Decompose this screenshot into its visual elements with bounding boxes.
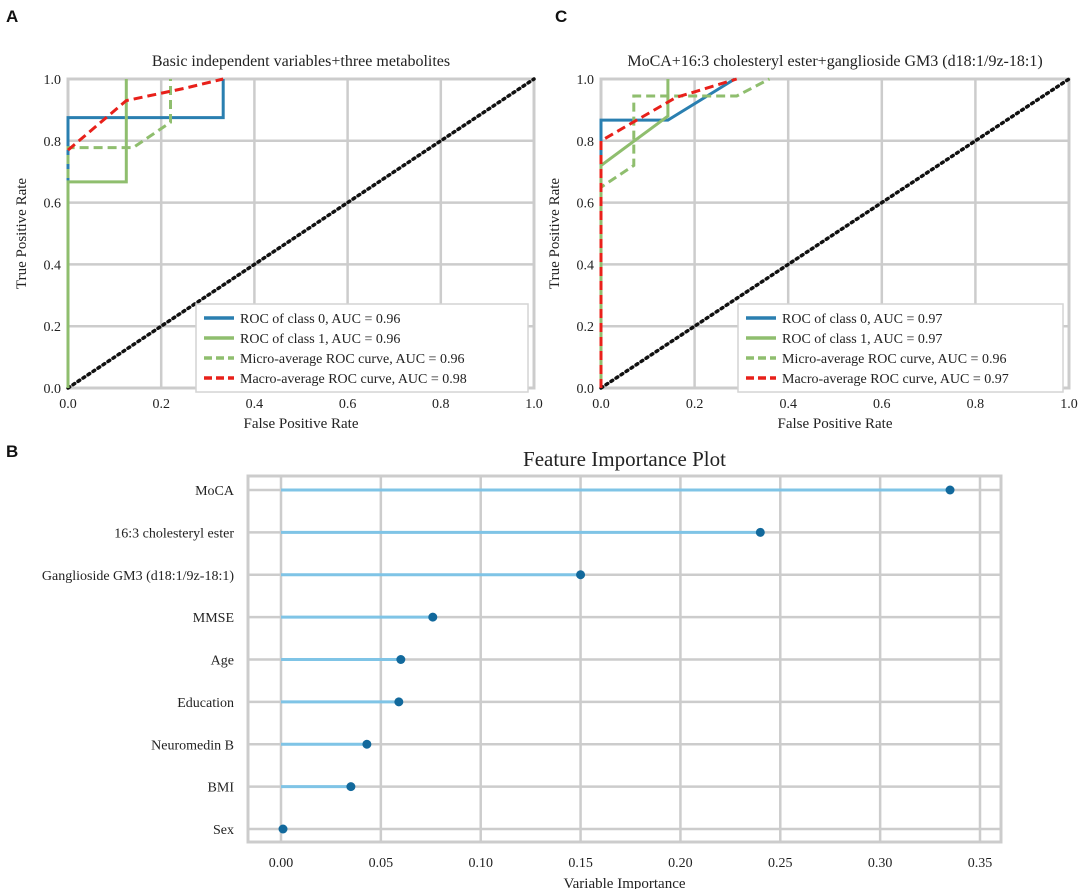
legend-label-3: Macro-average ROC curve, AUC = 0.97 [782,372,1009,387]
y-tick-label: 0.2 [577,320,595,335]
y-tick-label: 0.2 [44,320,62,335]
feature-label-1: 16:3 cholesteryl ester [114,526,234,541]
plot-frame [246,474,1003,844]
legend: ROC of class 0, AUC = 0.96 ROC of class 1… [195,303,529,393]
panel-letter-b: B [6,442,18,461]
chart-title: Basic independent variables+three metabo… [152,53,450,70]
roc-series-line-2 [66,79,172,388]
legend-label-0: ROC of class 0, AUC = 0.97 [782,312,942,327]
x-tick-label: 0.8 [967,397,985,412]
roc-series-line-1 [599,79,670,388]
importance-dot-2 [576,570,586,580]
legend-label-2: Micro-average ROC curve, AUC = 0.96 [782,352,1006,367]
x-tick-label: 0.10 [468,856,493,871]
legend-label-3: Macro-average ROC curve, AUC = 0.98 [240,372,467,387]
x-tick-label: 0.8 [432,397,450,412]
y-axis-label: True Positive Rate [547,178,563,289]
feature-label-3: MMSE [193,611,234,626]
x-axis-label: Variable Importance [563,876,685,889]
y-tick-label: 0.4 [577,258,595,273]
roc-series-line-2 [599,77,771,388]
importance-dot-0 [945,485,955,495]
x-tick-label: 0.4 [246,397,264,412]
y-tick-label: 0.0 [577,382,595,397]
chance-diagonal-line [66,77,536,390]
x-tick-label: 1.0 [1060,397,1078,412]
importance-dot-6 [362,739,372,749]
feature-label-4: Age [211,654,234,669]
y-tick-label: 0.6 [577,197,595,212]
feature-label-8: Sex [213,823,234,838]
y-tick-label: 1.0 [44,73,62,88]
feature-label-2: Ganglioside GM3 (d18:1/9z-18:1) [42,569,234,584]
legend-label-0: ROC of class 0, AUC = 0.96 [240,312,400,327]
panel-letter-a: A [6,7,18,26]
feature-label-0: MoCA [195,484,235,499]
importance-dot-1 [755,527,765,537]
chance-diagonal-line [599,77,1071,390]
importance-dot-5 [394,697,404,707]
x-tick-label: 0.30 [868,856,893,871]
legend-label-2: Micro-average ROC curve, AUC = 0.96 [240,352,464,367]
x-tick-label: 0.6 [339,397,357,412]
panel-letter-c: C [555,7,567,26]
legend-box [737,303,1064,393]
importance-dot-7 [346,782,356,792]
x-tick-label: 0.6 [873,397,891,412]
x-tick-label: 0.05 [369,856,394,871]
x-tick-label: 0.2 [686,397,704,412]
x-tick-label: 0.25 [768,856,793,871]
x-tick-label: 0.4 [779,397,797,412]
x-tick-label: 0.0 [59,397,77,412]
x-tick-label: 0.15 [568,856,593,871]
x-tick-label: 0.2 [152,397,170,412]
importance-dot-8 [278,824,288,834]
y-tick-label: 0.8 [577,135,595,150]
importance-dot-4 [396,655,406,664]
x-tick-label: 0.00 [269,856,294,871]
chart-title: MoCA+16:3 cholesteryl ester+ganglioside … [627,53,1042,70]
roc-series-line-3 [67,77,224,152]
feature-importance-chart: MoCA 16:3 cholesteryl ester Ganglioside GM… [42,447,1003,889]
y-tick-label: 0.4 [44,258,62,273]
roc-series-line-1 [66,79,128,388]
y-tick-label: 0.8 [44,135,62,150]
legend-label-1: ROC of class 1, AUC = 0.97 [782,332,942,347]
feature-label-5: Education [177,696,234,711]
x-tick-label: 0.0 [592,397,610,412]
roc-chart-c: 0.0 0.2 0.4 0.6 0.8 1.0 0.0 0.2 0.4 0.6 0.8 1.0 MoCA… [547,53,1078,432]
y-tick-label: 0.6 [44,197,62,212]
importance-dot-3 [428,612,438,622]
legend: ROC of class 0, AUC = 0.97 ROC of class 1… [737,303,1064,393]
x-axis-label: False Positive Rate [778,416,893,432]
roc-series-line-3 [599,77,738,388]
chart-title: Feature Importance Plot [523,447,726,471]
feature-label-7: BMI [208,781,235,796]
legend-label-1: ROC of class 1, AUC = 0.96 [240,332,400,347]
x-tick-label: 0.35 [968,856,993,871]
x-axis-label: False Positive Rate [244,416,359,432]
y-tick-label: 0.0 [44,382,62,397]
y-tick-label: 1.0 [577,73,595,88]
roc-chart-a: 0.0 0.2 0.4 0.6 0.8 1.0 0.0 0.2 0.4 0.6 0.8 1.0 Basi… [14,53,543,432]
x-tick-label: 1.0 [525,397,543,412]
legend-box [195,303,529,393]
x-tick-label: 0.20 [668,856,693,871]
feature-label-6: Neuromedin B [151,738,234,753]
roc-series-line-0 [599,77,736,388]
y-axis-label: True Positive Rate [14,178,30,289]
